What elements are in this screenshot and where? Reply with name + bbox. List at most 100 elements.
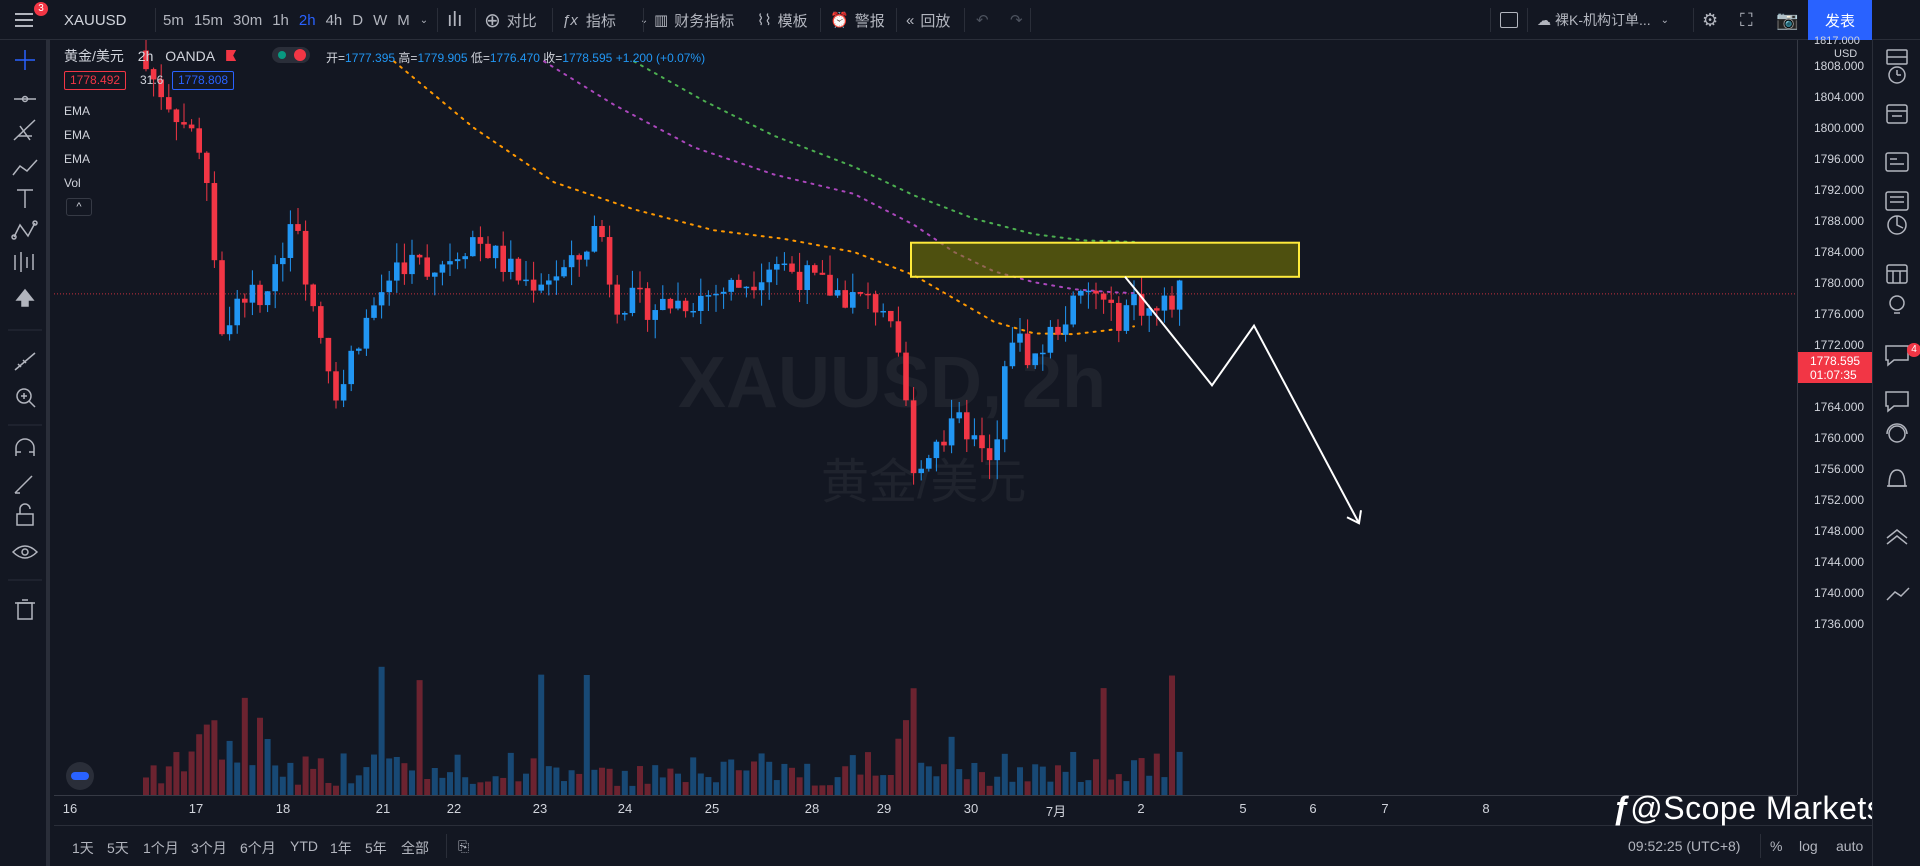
range-5d[interactable]: 5天 [107, 840, 129, 856]
tradingview-logo-icon[interactable] [66, 762, 94, 790]
fullscreen-icon[interactable]: ⛶ [1740, 9, 1753, 30]
volume-bar [279, 776, 286, 795]
candle-type-button[interactable]: ılı [447, 0, 463, 40]
volume-bar [827, 785, 833, 795]
plus-circle-icon: ⊕ [484, 9, 501, 32]
interval-2h[interactable]: 2h [298, 11, 316, 29]
trash-icon[interactable] [15, 599, 35, 620]
lock-icon[interactable] [16, 503, 34, 526]
chevron-down-icon[interactable]: ⌄ [419, 14, 429, 26]
bell-icon[interactable] [1887, 469, 1907, 487]
interval-d[interactable]: D [352, 11, 364, 29]
collapse-legend-button[interactable]: ^ [66, 198, 92, 216]
interval-4h[interactable]: 4h [325, 11, 343, 29]
horizontal-line-icon[interactable] [14, 95, 36, 103]
clock-icon[interactable] [1887, 215, 1907, 235]
volume-bar [728, 759, 735, 795]
collapse-panels-icon[interactable] [1886, 529, 1908, 545]
ask-price[interactable]: 1778.808 [172, 71, 235, 90]
interval-15m[interactable]: 15m [193, 11, 224, 29]
right-sidebar: 4 [1872, 40, 1920, 866]
candle-body [1070, 295, 1076, 325]
ruler-icon[interactable] [14, 352, 36, 371]
chevron-down-icon: ⌄ [1660, 14, 1670, 26]
volume-bar [538, 674, 545, 795]
depth-icon[interactable] [1886, 587, 1910, 601]
financials-button[interactable]: ▥ 财务指标 [654, 0, 734, 40]
range-6m[interactable]: 6个月 [240, 840, 276, 856]
publish-button[interactable]: 发表 [1808, 0, 1872, 40]
zoom-icon[interactable] [16, 388, 36, 408]
news-icon[interactable] [1885, 152, 1909, 172]
replay-button[interactable]: « 回放 [906, 0, 950, 40]
bid-price[interactable]: 1778.492 [64, 71, 127, 90]
range-1y[interactable]: 1年 [330, 840, 352, 856]
interval-30m[interactable]: 30m [233, 11, 263, 29]
interval-m[interactable]: M [397, 11, 410, 29]
alert-button[interactable]: ⏰ 警报 [830, 0, 885, 40]
symbol-search[interactable]: XAUUSD [64, 11, 127, 29]
indicator-vol[interactable]: Vol [64, 176, 81, 190]
volume-bar [500, 777, 507, 795]
log-toggle[interactable]: log [1799, 838, 1818, 854]
candle-body [941, 441, 947, 446]
alarm-clock-icon[interactable] [1888, 66, 1906, 84]
volume-bar [637, 766, 643, 795]
redo-icon[interactable]: ↷ [1010, 12, 1023, 29]
watchlist-icon[interactable] [1886, 49, 1908, 65]
interval-w[interactable]: W [373, 11, 388, 29]
prediction-icon[interactable] [14, 252, 34, 272]
menu-icon[interactable] [10, 8, 38, 32]
gear-icon[interactable]: ⚙ [1702, 9, 1719, 30]
volume-bar [834, 777, 841, 795]
range-1d[interactable]: 1天 [72, 840, 94, 856]
pitchfork-icon[interactable] [13, 119, 36, 141]
templates-button[interactable]: ⌇⌇ 模板 [757, 0, 808, 40]
candle-body [682, 300, 689, 312]
interval-5m[interactable]: 5m [163, 11, 184, 29]
list-icon[interactable] [1885, 191, 1909, 211]
idea-icon[interactable] [1886, 423, 1908, 443]
compare-button[interactable]: ⊕ 对比 [484, 0, 537, 40]
percent-toggle[interactable]: % [1770, 838, 1783, 854]
indicators-button[interactable]: ƒx 指标 ⌄ [562, 0, 648, 40]
indicator-ema-3[interactable]: EMA [64, 152, 91, 166]
chat-icon[interactable] [1885, 345, 1909, 367]
text-icon[interactable] [17, 189, 33, 208]
layout-select-icon[interactable] [1500, 0, 1518, 40]
range-5y[interactable]: 5年 [365, 840, 387, 856]
undo-icon[interactable]: ↶ [976, 12, 989, 29]
eye-icon[interactable] [11, 545, 39, 559]
chart-pane[interactable]: XAUUSD, 2h 黄金/美元 [54, 40, 1797, 795]
camera-icon[interactable]: 📷 [1776, 9, 1799, 30]
market-status-icon[interactable] [272, 47, 310, 63]
interval-1h[interactable]: 1h [272, 11, 289, 29]
crosshair-icon[interactable] [15, 50, 35, 70]
low-value: 1776.470 [489, 51, 540, 65]
magnet-icon[interactable] [15, 438, 35, 456]
layout-name-button[interactable]: ☁ 裸K-机构订单... ⌄ [1537, 0, 1669, 40]
indicator-ema-1[interactable]: EMA [64, 104, 91, 118]
calendar-icon[interactable] [1886, 104, 1908, 124]
candle-body [576, 255, 582, 260]
indicator-ema-2[interactable]: EMA [64, 128, 91, 142]
range-3m[interactable]: 3个月 [191, 840, 227, 856]
calendar-grid-icon[interactable] [1886, 264, 1908, 284]
messages-icon[interactable] [1885, 391, 1909, 413]
range-1m[interactable]: 1个月 [143, 840, 179, 856]
candlestick-chart[interactable] [54, 40, 1797, 795]
time-tick-label: 5 [1239, 801, 1247, 816]
goto-date-icon[interactable]: ⎘ [458, 838, 470, 854]
pencil-lock-icon[interactable] [14, 475, 33, 494]
clock-time[interactable]: 09:52:25 (UTC+8) [1628, 838, 1741, 854]
range-ytd[interactable]: YTD [290, 838, 318, 854]
candle-body [758, 282, 765, 291]
arrow-up-icon[interactable] [15, 288, 35, 307]
price-axis[interactable]: 1817.000 USD 1808.000 1804.000 1800.000 179… [1797, 35, 1872, 795]
time-axis[interactable]: 16 17 18 21 22 23 24 25 28 29 30 7月 2 5 6 7 8 [54, 795, 1797, 819]
trend-icon[interactable] [12, 159, 38, 176]
lightbulb-icon[interactable] [1889, 295, 1905, 314]
auto-toggle[interactable]: auto [1836, 838, 1864, 854]
pattern-icon[interactable] [11, 220, 38, 240]
range-all[interactable]: 全部 [401, 840, 429, 856]
